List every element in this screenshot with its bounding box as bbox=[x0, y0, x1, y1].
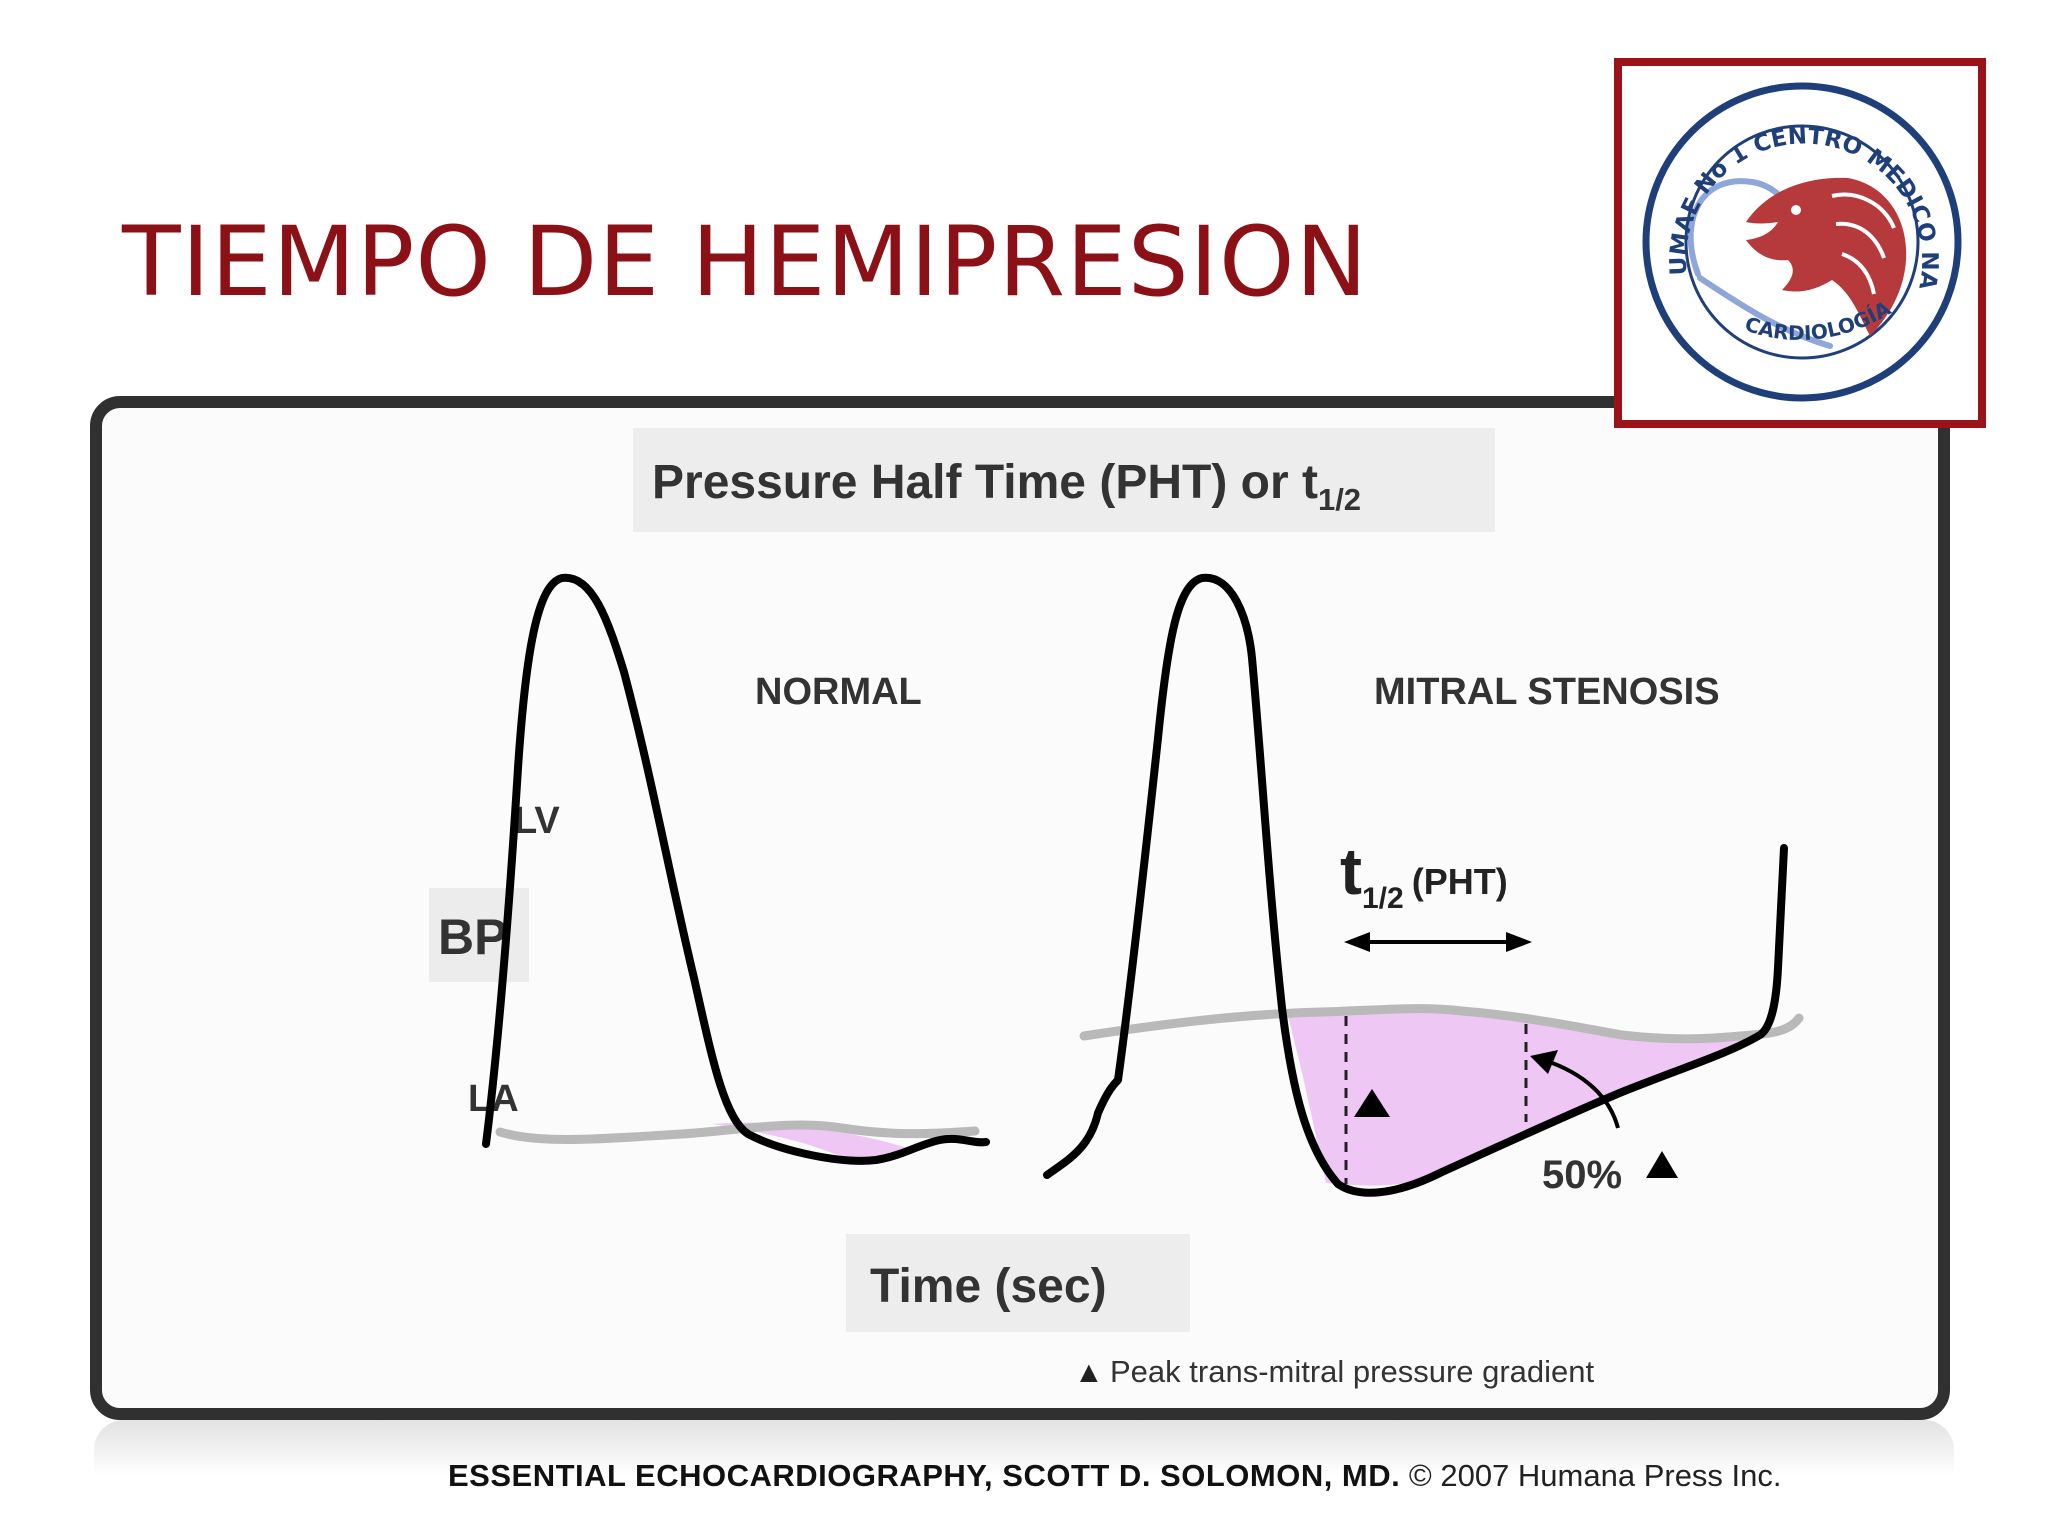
institution-seal: UMAE No 1 CENTRO MEDICO NACIONAL BAJÍO C… bbox=[1622, 66, 1962, 402]
source-citation: ESSENTIAL ECHOCARDIOGRAPHY, SCOTT D. SOL… bbox=[448, 1456, 1782, 1496]
citation-publisher: © 2007 Humana Press Inc. bbox=[1400, 1458, 1782, 1493]
stenosis-lv-pressure-curve bbox=[1043, 573, 1788, 1197]
fifty-percent-label: 50% bbox=[1542, 1153, 1622, 1197]
pht-figure: Pressure Half Time (PHT) or t1/2 NORMAL … bbox=[90, 396, 1950, 1420]
normal-label: NORMAL bbox=[755, 671, 922, 713]
normal-la-pressure-curve bbox=[495, 1120, 980, 1145]
mitral-stenosis-label: MITRAL STENOSIS bbox=[1374, 671, 1720, 713]
institution-logo: UMAE No 1 CENTRO MEDICO NACIONAL BAJÍO C… bbox=[1614, 58, 1986, 428]
legend-triangle-icon: ▲ bbox=[1074, 1356, 1104, 1389]
fifty-percent-pointer-line bbox=[1543, 1058, 1620, 1129]
fifty-percent-pointer-arrow-icon bbox=[1530, 1050, 1558, 1074]
bp-label: BP bbox=[438, 909, 507, 965]
time-label-background bbox=[846, 1234, 1190, 1332]
pht-arrow-right-icon bbox=[1506, 932, 1532, 952]
lion-head-icon bbox=[1746, 177, 1907, 336]
lion-eye bbox=[1791, 205, 1801, 215]
pht-diagram: Pressure Half Time (PHT) or t1/2 NORMAL … bbox=[429, 428, 1804, 1389]
pht-label: t1/2 (PHT) bbox=[1340, 834, 1508, 915]
citation-book: ESSENTIAL ECHOCARDIOGRAPHY, SCOTT D. SOL… bbox=[448, 1458, 1401, 1493]
slide-title: TIEMPO DE HEMIPRESION bbox=[122, 206, 1369, 318]
stenosis-gradient-area bbox=[1287, 1006, 1760, 1186]
pht-arrow-left-icon bbox=[1344, 932, 1370, 952]
heading-background bbox=[633, 428, 1495, 532]
lv-label: LV bbox=[514, 800, 560, 842]
normal-gradient-area bbox=[713, 1122, 907, 1162]
x-axis-label: Time (sec) bbox=[870, 1260, 1107, 1313]
half-gradient-triangle-icon bbox=[1646, 1151, 1678, 1178]
peak-gradient-triangle-icon bbox=[1354, 1089, 1390, 1117]
legend-text: Peak trans-mitral pressure gradient bbox=[1110, 1354, 1595, 1389]
figure-reflection bbox=[94, 1420, 1954, 1476]
normal-lv-pressure-curve bbox=[482, 573, 990, 1165]
figure-heading: Pressure Half Time (PHT) or t1/2 bbox=[652, 456, 1361, 517]
